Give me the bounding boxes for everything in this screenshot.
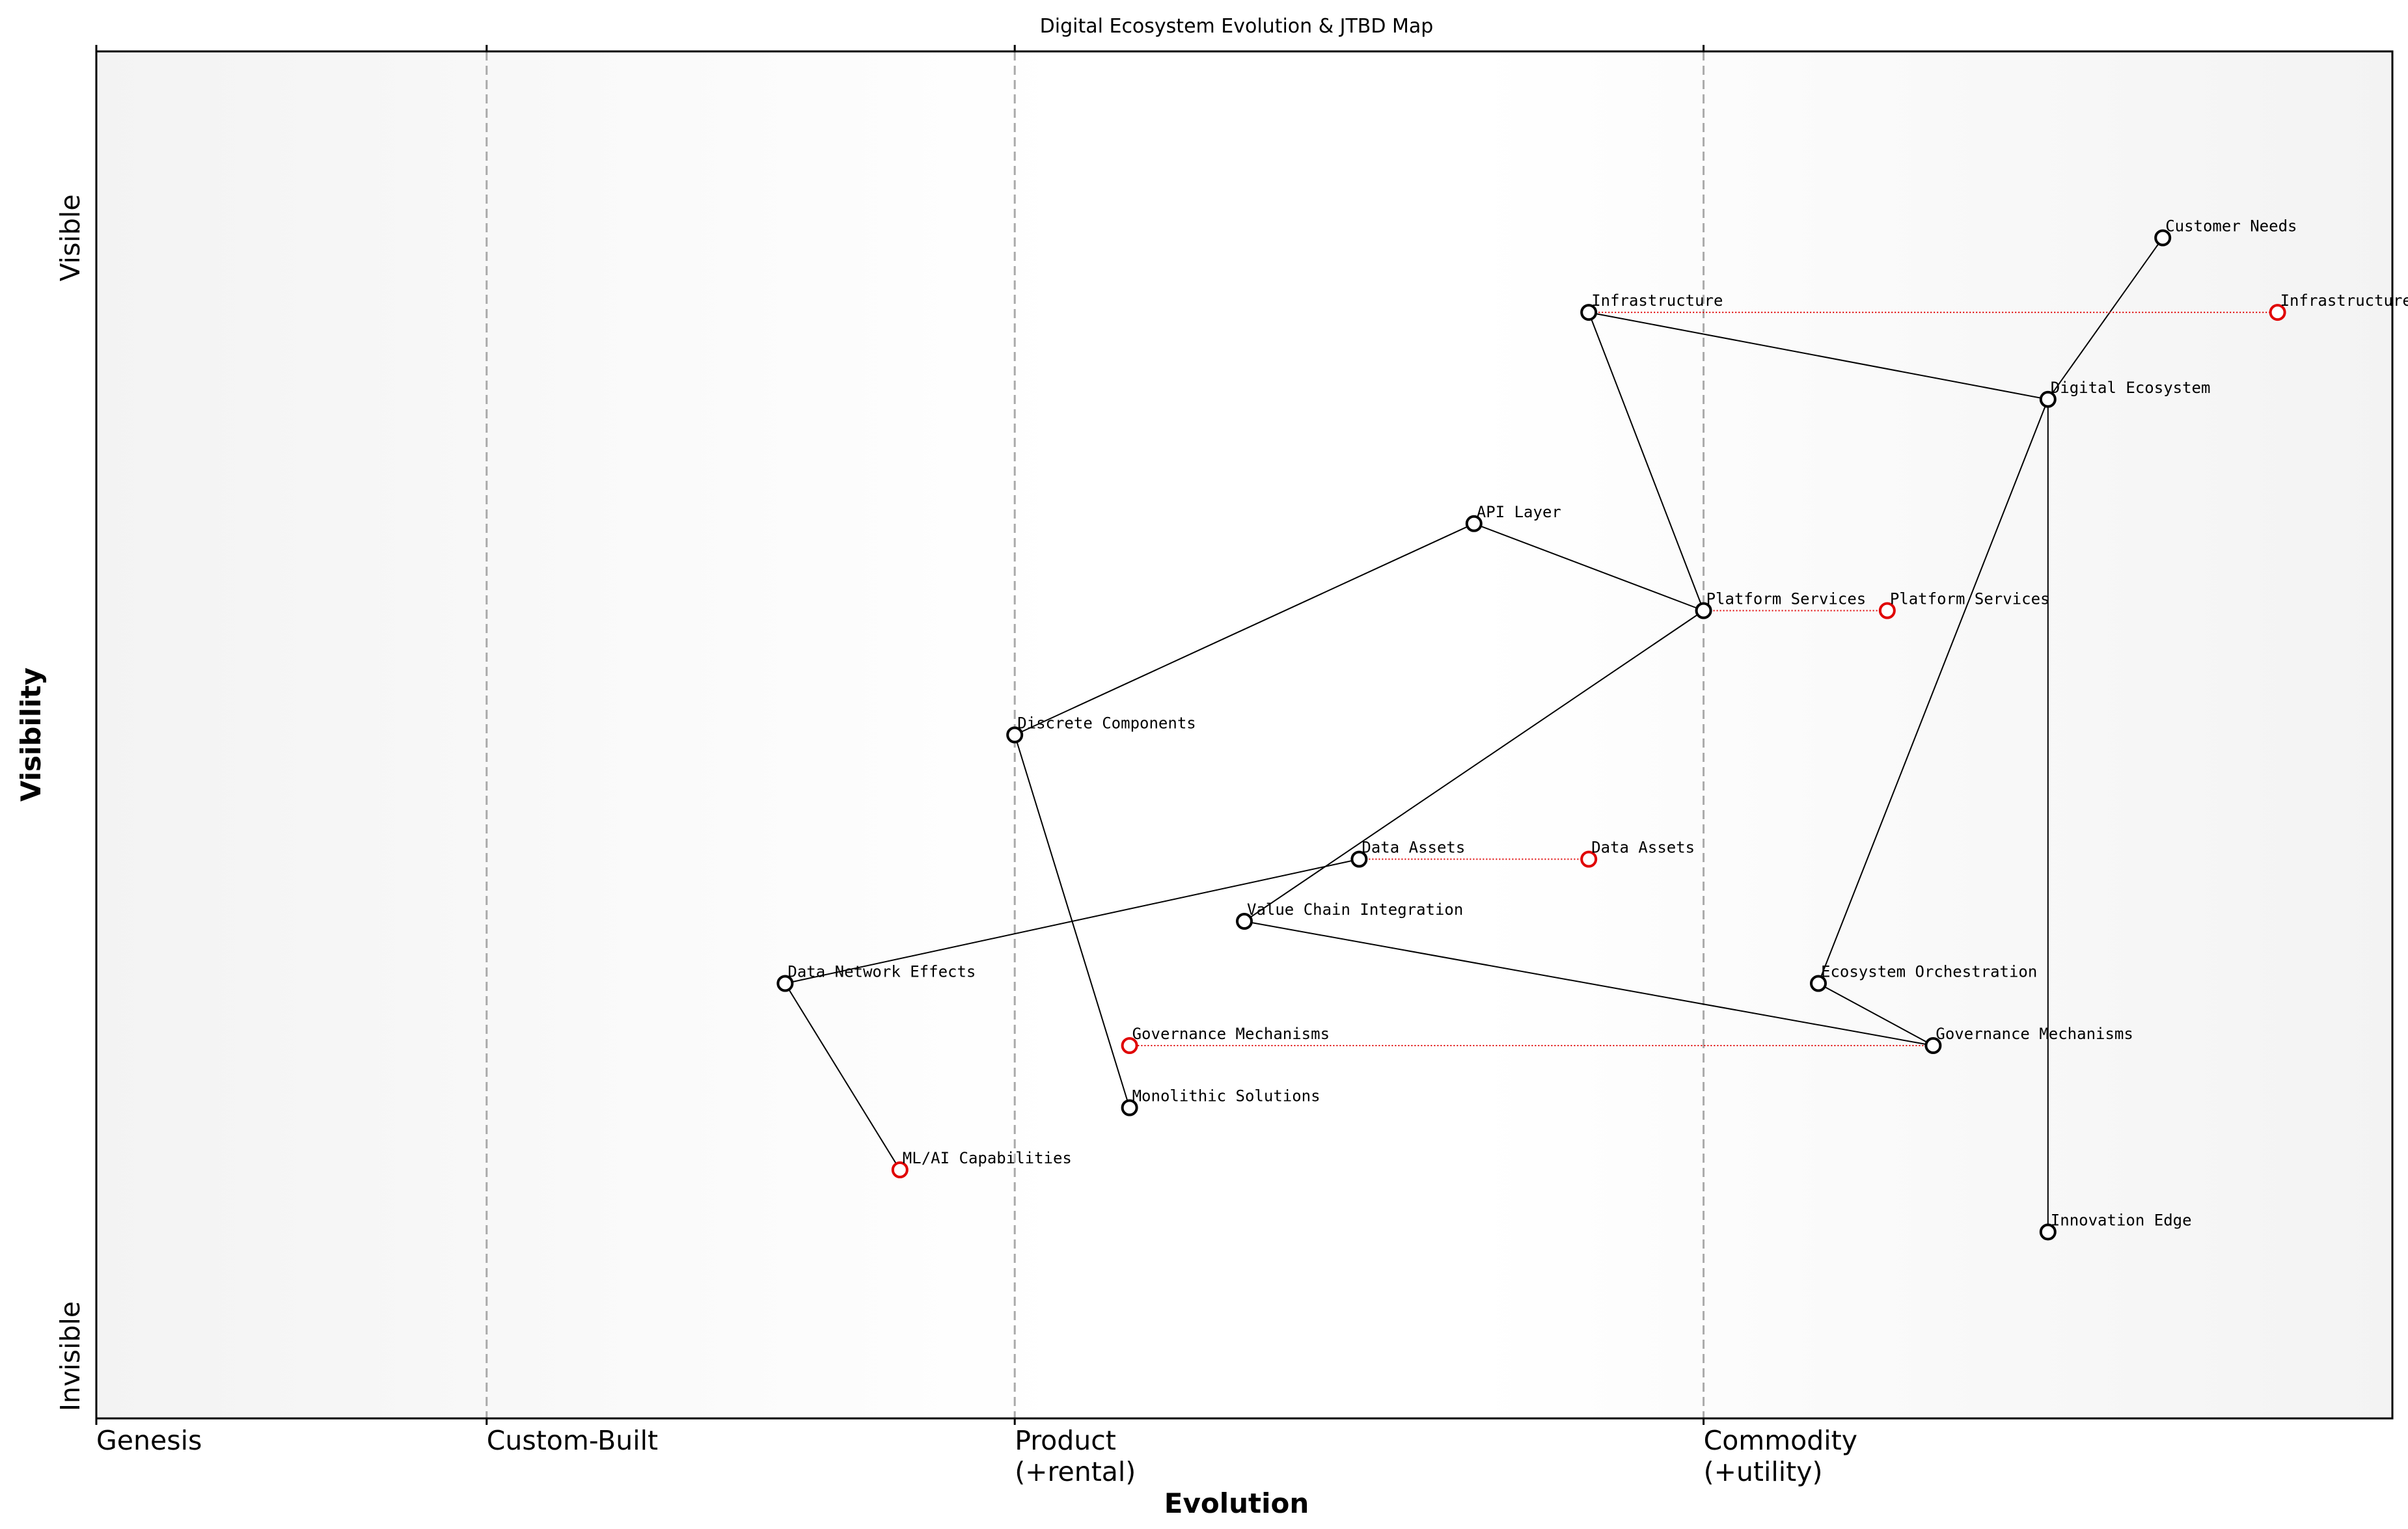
component-label: Digital Ecosystem: [2051, 379, 2211, 397]
component-node: [1121, 1099, 1138, 1116]
component-node: [1695, 602, 1712, 619]
dependency-edge: [1014, 522, 1475, 736]
x-tick-label: Custom-Built: [486, 1425, 659, 1456]
evolved-node: [1878, 602, 1896, 619]
component-label: Innovation Edge: [2051, 1211, 2192, 1230]
component-label: Platform Services: [1706, 590, 1867, 608]
dependency-edge: [2047, 237, 2164, 400]
component-node: [891, 1161, 909, 1178]
dependency-edge: [785, 858, 1360, 984]
chart-title: Digital Ecosystem Evolution & JTBD Map: [1040, 15, 1434, 38]
y-tick-label: Visible: [55, 195, 86, 282]
component-label: Data Assets: [1361, 839, 1465, 857]
component-label: API Layer: [1477, 503, 1561, 521]
evolved-node: [1121, 1037, 1138, 1054]
plot-frame: [95, 50, 2394, 1420]
evolved-label: Infrastructure: [2280, 291, 2408, 310]
evolved-node: [2269, 304, 2286, 321]
y-axis-label: Visibility: [15, 668, 47, 802]
component-label: Governance Mechanisms: [1936, 1025, 2133, 1043]
dependency-edge: [1244, 610, 1704, 922]
dependency-edge: [1588, 312, 1704, 611]
component-node: [1350, 850, 1368, 868]
component-label: Infrastructure: [1591, 291, 1723, 310]
evolved-label: Platform Services: [1890, 590, 2050, 608]
component-label: Discrete Components: [1017, 714, 1196, 733]
plot-background: [96, 51, 2392, 1418]
component-node: [1924, 1037, 1942, 1054]
dependency-edge: [1818, 399, 2049, 984]
component-node: [2039, 1223, 2057, 1241]
component-node: [1465, 515, 1483, 532]
component-label: Value Chain Integration: [1247, 900, 1463, 919]
component-label: Customer Needs: [2165, 217, 2297, 236]
component-node: [2039, 390, 2057, 408]
component-node: [1810, 975, 1827, 992]
x-tick-label: Genesis: [96, 1425, 202, 1456]
x-tick-label: Commodity (+utility): [1703, 1425, 1858, 1488]
dependency-edge: [1589, 312, 2048, 400]
component-node: [1006, 726, 1024, 744]
evolved-label: Data Assets: [1591, 839, 1695, 857]
component-label: Ecosystem Orchestration: [1821, 963, 2037, 981]
component-node: [776, 975, 794, 992]
component-label: ML/AI Capabilities: [903, 1149, 1072, 1167]
dependency-edge: [1244, 921, 1934, 1046]
y-tick-label: Invisible: [55, 1301, 86, 1411]
component-node: [1236, 913, 1253, 930]
component-label: Monolithic Solutions: [1132, 1087, 1320, 1105]
component-node: [1580, 304, 1598, 321]
component-label: Data Network Effects: [787, 963, 976, 981]
evolved-label: Governance Mechanisms: [1132, 1025, 1330, 1043]
dependency-edge: [1818, 982, 1934, 1046]
component-node: [2154, 229, 2172, 247]
x-tick-label: Product (+rental): [1015, 1425, 1136, 1488]
evolved-node: [1580, 850, 1598, 868]
dependency-edge: [784, 982, 901, 1170]
dependency-edge: [1473, 522, 1704, 612]
x-axis-label: Evolution: [1164, 1487, 1309, 1519]
